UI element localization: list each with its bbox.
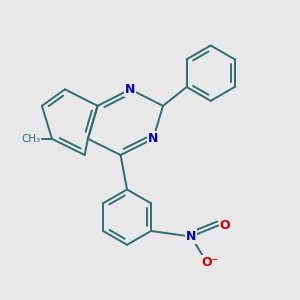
- Text: O: O: [220, 219, 230, 232]
- Text: N: N: [148, 132, 158, 145]
- Text: N: N: [186, 230, 196, 243]
- Text: N: N: [125, 83, 136, 96]
- Text: CH₃: CH₃: [21, 134, 40, 144]
- Text: O⁻: O⁻: [201, 256, 219, 269]
